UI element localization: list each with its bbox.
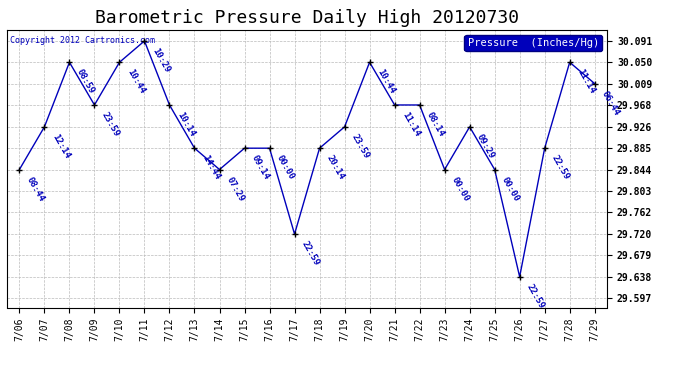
Text: 22:59: 22:59 — [550, 154, 571, 182]
Text: 06:44: 06:44 — [600, 89, 622, 117]
Text: 14:44: 14:44 — [200, 154, 221, 182]
Text: 00:00: 00:00 — [275, 154, 296, 182]
Text: 07:29: 07:29 — [225, 175, 246, 203]
Text: 10:44: 10:44 — [125, 68, 146, 96]
Text: 23:59: 23:59 — [350, 132, 371, 160]
Text: 00:00: 00:00 — [450, 175, 471, 203]
Text: 11:14: 11:14 — [575, 68, 596, 96]
Text: 10:29: 10:29 — [150, 46, 171, 74]
Text: 22:59: 22:59 — [525, 282, 546, 310]
Text: 08:59: 08:59 — [75, 68, 96, 96]
Legend: Pressure  (Inches/Hg): Pressure (Inches/Hg) — [464, 35, 602, 51]
Text: 00:00: 00:00 — [500, 175, 522, 203]
Text: 10:14: 10:14 — [175, 111, 196, 138]
Text: 10:44: 10:44 — [375, 68, 396, 96]
Text: 09:14: 09:14 — [250, 154, 271, 182]
Text: 23:59: 23:59 — [100, 111, 121, 138]
Text: 08:14: 08:14 — [425, 111, 446, 138]
Text: 08:44: 08:44 — [25, 175, 46, 203]
Text: 22:59: 22:59 — [300, 240, 322, 267]
Title: Barometric Pressure Daily High 20120730: Barometric Pressure Daily High 20120730 — [95, 9, 519, 27]
Text: 11:14: 11:14 — [400, 111, 422, 138]
Text: 09:29: 09:29 — [475, 132, 496, 160]
Text: 20:14: 20:14 — [325, 154, 346, 182]
Text: Copyright 2012 Cartronics.com: Copyright 2012 Cartronics.com — [10, 36, 155, 45]
Text: 12:14: 12:14 — [50, 132, 71, 160]
